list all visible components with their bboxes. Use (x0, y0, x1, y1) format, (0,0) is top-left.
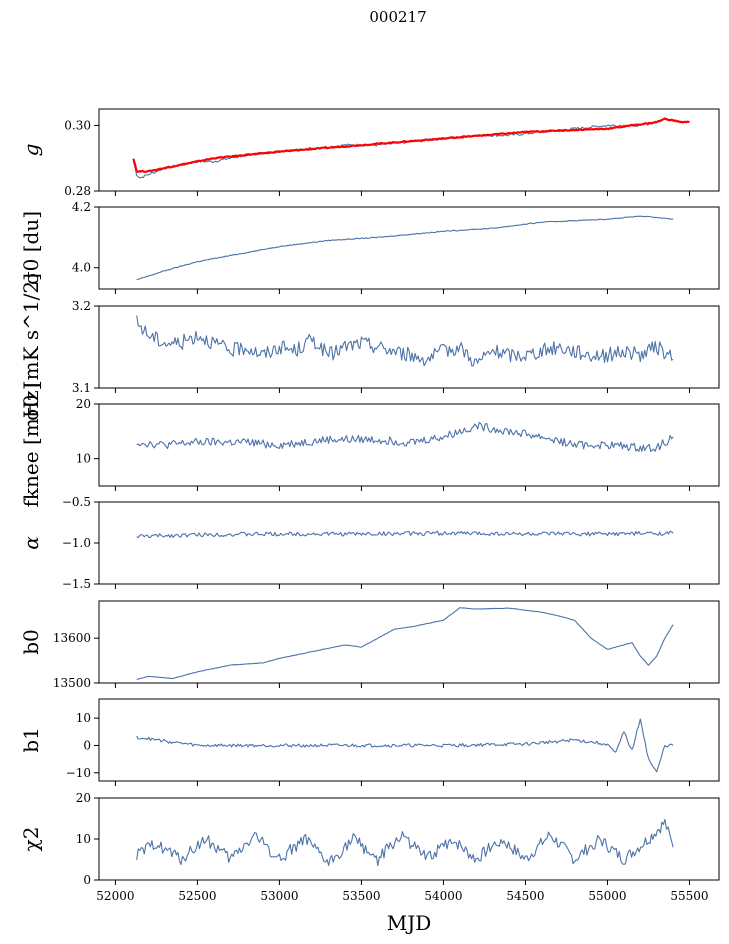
y-axis-label: b0 (19, 629, 43, 655)
x-tick-label: 52000 (96, 889, 134, 903)
y-tick-label: 0 (83, 738, 91, 752)
x-tick-label: 54000 (424, 889, 462, 903)
series-line (136, 530, 674, 539)
series-line (136, 718, 674, 773)
x-tick-label: 52500 (178, 889, 216, 903)
y-tick-label: 10 (76, 711, 91, 725)
y-tick-label: 13500 (53, 676, 91, 690)
y-axis-label: g (19, 144, 43, 157)
y-tick-label: 0.28 (64, 184, 91, 198)
panel-7: −10 0 10 b1 (19, 698, 720, 786)
axes-frame (98, 305, 720, 389)
axes-frame (98, 403, 720, 487)
y-tick-label: −1.5 (62, 577, 91, 591)
y-axis-label: fknee [mHz] (19, 383, 43, 508)
y-axis-label: b1 (19, 727, 43, 753)
x-tick-label: 53500 (342, 889, 380, 903)
y-tick-label: 4.0 (72, 261, 91, 275)
y-axis-label: χ2 (19, 827, 43, 852)
y-tick-label: 0.30 (64, 118, 91, 132)
series-line (136, 818, 674, 867)
axes-frame (98, 501, 720, 585)
y-tick-label: 13600 (53, 631, 91, 645)
series-line (136, 421, 674, 453)
y-tick-label: −0.5 (62, 495, 91, 509)
x-tick-label: 55500 (670, 889, 708, 903)
panel-4: 10 20 fknee [mHz] (19, 383, 720, 508)
y-axis-label: σ0 [mK s^1/2] (19, 273, 43, 421)
panel-5: −1.5 −1.0 −0.5 α (19, 495, 720, 591)
series-line (136, 215, 674, 281)
panel-6: 13500 13600 b0 (19, 600, 720, 690)
y-axis-label: α (19, 536, 43, 550)
y-tick-label: 10 (76, 452, 91, 466)
x-axis-label: MJD (387, 911, 432, 935)
y-tick-label: 0 (83, 873, 91, 887)
axes-frame (98, 698, 720, 782)
series-line (132, 117, 690, 173)
x-tick-label: 54500 (506, 889, 544, 903)
panel-3: 3.1 3.2 σ0 [mK s^1/2] (19, 273, 720, 421)
x-tick-label: 53000 (260, 889, 298, 903)
panel-2: 4.0 4.2 σ0 [du] (19, 200, 720, 294)
y-tick-label: −1.0 (62, 536, 91, 550)
axes-frame (98, 108, 720, 192)
x-tick-label: 55000 (588, 889, 626, 903)
axes-frame (98, 206, 720, 290)
y-tick-label: 3.1 (72, 381, 91, 395)
y-tick-label: 3.2 (72, 299, 91, 313)
y-tick-label: 20 (76, 791, 91, 805)
axes-frame (98, 600, 720, 684)
figure-title: 000217 (369, 8, 426, 26)
y-tick-label: 10 (76, 832, 91, 846)
series-line (132, 117, 679, 179)
y-tick-label: 4.2 (72, 200, 91, 214)
series-line (136, 607, 674, 680)
panel-1: 0.28 0.30 g (19, 108, 720, 198)
y-axis-label: σ0 [du] (19, 211, 43, 285)
y-tick-label: 20 (76, 397, 91, 411)
panel-8: 0 10 20 χ2 (19, 791, 720, 887)
series-line (136, 315, 674, 367)
y-tick-label: −10 (66, 766, 91, 780)
